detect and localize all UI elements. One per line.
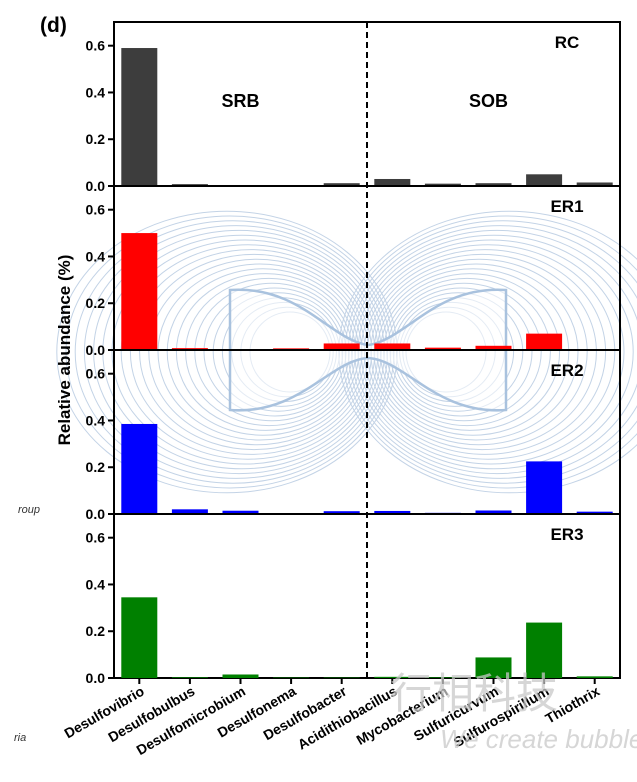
- panel-label: (d): [40, 14, 67, 37]
- y-tick-label: 0.4: [86, 412, 106, 428]
- y-tick-label: 0.4: [86, 84, 106, 100]
- bar-er3-thiothrix: [576, 676, 613, 678]
- chart-labels: (d) Relative abundance (%) roup ria 行相科技…: [14, 14, 637, 754]
- bar-er3-desulfobacter: [323, 677, 360, 679]
- bar-rc-desulfovibrio: [121, 48, 158, 187]
- y-tick-label: 0.0: [86, 178, 106, 194]
- bar-er1-sulfuricurvum: [475, 345, 512, 350]
- bar-er2-desulfobacter: [323, 511, 360, 514]
- bar-er2-acidithiobacillus: [374, 510, 411, 514]
- y-tick-label: 0.0: [86, 342, 106, 358]
- bar-er3-desulfonema: [273, 677, 310, 679]
- y-tick-label: 0.4: [86, 576, 106, 592]
- bar-er3-desulfovibrio: [121, 597, 158, 678]
- series-label-er1: ER1: [550, 197, 583, 216]
- bar-er1-acidithiobacillus: [374, 343, 411, 350]
- bar-er2-thiothrix: [576, 511, 613, 514]
- watermark-side-text-2: ria: [14, 732, 26, 744]
- bar-er3-sulfuricurvum: [475, 657, 512, 678]
- y-tick-label: 0.6: [86, 202, 106, 218]
- y-tick-label: 0.6: [86, 38, 106, 54]
- bar-rc-desulfobacter: [323, 183, 360, 186]
- y-tick-label: 0.2: [86, 623, 106, 639]
- series-label-rc: RC: [555, 33, 580, 52]
- bar-er2-sulfuricurvum: [475, 510, 512, 514]
- bar-er1-sulfurospirillum: [526, 333, 563, 350]
- bar-er3-acidithiobacillus: [374, 676, 411, 678]
- bar-rc-sulfuricurvum: [475, 183, 512, 186]
- bar-er1-mycobacterium: [424, 347, 461, 350]
- bar-er1-desulfobacter: [323, 343, 360, 350]
- y-tick-label: 0.6: [86, 366, 106, 382]
- bar-er2-desulfovibrio: [121, 423, 158, 514]
- bar-rc-acidithiobacillus: [374, 178, 411, 186]
- bar-er1-desulfovibrio: [121, 233, 158, 350]
- bar-er3-desulfomicrobium: [222, 674, 259, 678]
- series-label-er3: ER3: [550, 525, 583, 544]
- group-label-sob: SOB: [469, 91, 508, 111]
- y-tick-label: 0.2: [86, 131, 106, 147]
- bar-rc-thiothrix: [576, 182, 613, 186]
- bar-rc-sulfurospirillum: [526, 174, 563, 186]
- watermark-text-english: We create bubbles: [440, 724, 637, 754]
- group-label-srb: SRB: [221, 91, 259, 111]
- series-label-er2: ER2: [550, 361, 583, 380]
- y-tick-label: 0.0: [86, 670, 106, 686]
- bar-er3-mycobacterium: [424, 677, 461, 678]
- bar-er2-desulfobulbus: [171, 509, 208, 514]
- watermark-side-text-1: roup: [18, 504, 40, 516]
- bar-rc-mycobacterium: [424, 183, 461, 186]
- bar-er3-sulfurospirillum: [526, 622, 563, 678]
- y-axis-label: Relative abundance (%): [55, 255, 74, 446]
- y-tick-label: 0.2: [86, 295, 106, 311]
- y-tick-label: 0.4: [86, 248, 106, 264]
- bar-er2-desulfomicrobium: [222, 510, 259, 514]
- bar-er3-desulfobulbus: [171, 677, 208, 678]
- bar-er2-sulfurospirillum: [526, 461, 563, 514]
- y-tick-label: 0.0: [86, 506, 106, 522]
- y-tick-label: 0.2: [86, 459, 106, 475]
- y-tick-label: 0.6: [86, 530, 106, 546]
- watermark-text-chinese: 行相科技: [390, 670, 558, 717]
